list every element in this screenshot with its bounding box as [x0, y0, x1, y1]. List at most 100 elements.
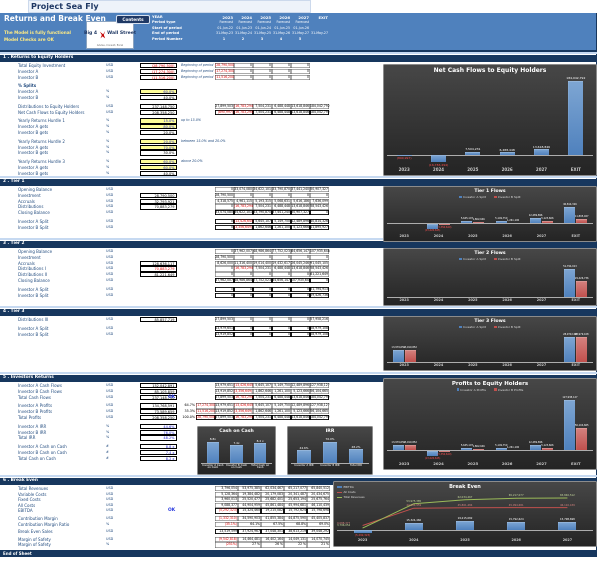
table-cell[interactable]: 37,962,007	[234, 249, 253, 255]
table-cell[interactable]: 14,464,481	[238, 536, 261, 542]
table-cell[interactable]: 13,618,846	[291, 415, 310, 421]
table-cell[interactable]: 7,504,231	[253, 109, 272, 115]
table-cell[interactable]: 0	[234, 74, 253, 80]
table-cell[interactable]: 81,221,649	[310, 272, 329, 278]
table-cell[interactable]: 69.0%	[307, 521, 330, 527]
table-cell[interactable]: 22 %	[284, 542, 307, 548]
value-box[interactable]: 128,636,117	[140, 260, 177, 266]
timeline-cell[interactable]: 31-May-23	[216, 31, 233, 35]
table-cell[interactable]: (3,356,649)	[234, 224, 253, 230]
table-cell[interactable]: 0	[215, 292, 234, 298]
timeline-cell[interactable]: Forecast	[295, 20, 310, 24]
table-cell[interactable]: (13,426,645)	[234, 403, 255, 409]
value-box[interactable]: 152,042,891	[140, 383, 177, 389]
value-box[interactable]: 134,768,591	[140, 403, 177, 409]
table-cell[interactable]: 39,048,292	[307, 529, 330, 535]
table-cell[interactable]: 50,907,327	[291, 210, 310, 216]
table-cell[interactable]: 7,504,231	[253, 415, 272, 421]
timeline-cell[interactable]: 31-May-27	[292, 31, 309, 35]
table-cell[interactable]: 14,049,131	[284, 536, 307, 542]
table-cell[interactable]: 45,861,484	[261, 502, 284, 508]
table-cell[interactable]: 0	[215, 219, 234, 225]
table-cell[interactable]: 37,441,240	[291, 187, 310, 193]
table-cell[interactable]: 1,862,646	[253, 409, 272, 415]
table-cell[interactable]: 0	[272, 317, 291, 323]
table-cell[interactable]: 37,962,007	[215, 278, 234, 284]
table-cell[interactable]: 58,543,426	[310, 204, 329, 210]
table-cell[interactable]: 51,794,913	[310, 286, 329, 292]
table-cell[interactable]: 19,384,482	[238, 491, 261, 497]
table-cell[interactable]: 13,919,852	[215, 409, 234, 415]
value-box[interactable]: 208,358,250	[140, 109, 177, 115]
table-cell[interactable]: 0	[291, 68, 310, 74]
value-box[interactable]: 81,221,649	[140, 272, 177, 278]
table-cell[interactable]: 184,042,792	[310, 415, 330, 421]
timeline-cell[interactable]: 3	[260, 36, 264, 41]
table-cell[interactable]: (11,516,200)	[215, 74, 236, 80]
timeline-cell[interactable]: EXIT	[318, 14, 328, 20]
table-cell[interactable]: 8,626,000	[215, 260, 234, 266]
table-cell[interactable]: (16,783,294)	[234, 204, 255, 210]
timeline-cell[interactable]: Forecast	[238, 20, 253, 24]
table-cell[interactable]: 28,979,108	[310, 331, 329, 337]
value-box[interactable]: 40.0%	[140, 170, 177, 176]
table-cell[interactable]: 13,618,846	[291, 266, 310, 272]
table-cell[interactable]: 5,193,315	[253, 198, 272, 204]
table-cell[interactable]: 5,123,666	[291, 409, 310, 415]
table-cell[interactable]: (9,542,818)	[215, 536, 238, 542]
timeline-cell[interactable]: 01-Jun-25	[274, 25, 290, 30]
table-cell[interactable]: 27,899,503	[215, 317, 234, 323]
table-cell[interactable]: 13,919,852	[215, 331, 234, 337]
table-cell[interactable]: 44,875,590	[284, 516, 307, 522]
table-cell[interactable]: 64.1%	[238, 521, 261, 527]
table-cell[interactable]: 0	[272, 292, 291, 298]
table-cell[interactable]: 0	[291, 192, 310, 198]
timeline-cell[interactable]: 31-May-25	[254, 31, 271, 35]
table-cell[interactable]: 184,042,792	[310, 394, 330, 400]
table-cell[interactable]: 68.8%	[284, 521, 307, 527]
value-box[interactable]: 48.2%	[140, 435, 177, 441]
timeline-cell[interactable]: 2027	[298, 14, 309, 20]
table-cell[interactable]: 0	[215, 266, 234, 272]
table-cell[interactable]: 13,618,846	[291, 109, 310, 115]
table-cell[interactable]: 45,405,837	[307, 516, 330, 522]
table-cell[interactable]: 44,904,959	[238, 502, 261, 508]
value-box[interactable]: 80.0%	[140, 124, 177, 130]
table-cell[interactable]: 12,489,896	[291, 403, 310, 409]
table-cell[interactable]: 7,504,231	[253, 394, 272, 400]
table-cell[interactable]: 5,645,107	[253, 383, 272, 389]
table-cell[interactable]: 13,979,651	[215, 403, 234, 409]
table-cell[interactable]: 7,504,231	[253, 103, 272, 109]
table-cell[interactable]: 0	[253, 254, 272, 260]
table-cell[interactable]: 0	[253, 325, 272, 331]
table-cell[interactable]: 0	[291, 286, 310, 292]
table-cell[interactable]: 21 %	[307, 542, 330, 548]
table-cell[interactable]: 0	[291, 325, 310, 331]
table-cell[interactable]: 127,938,127	[310, 383, 330, 389]
value-box[interactable]: 237,148,750	[140, 394, 177, 400]
value-box[interactable]: (28,790,500)	[140, 63, 177, 69]
value-box[interactable]: 76.0%	[140, 429, 177, 435]
table-cell[interactable]: 16,402,164	[261, 536, 284, 542]
table-cell[interactable]: 11,316,400	[234, 260, 253, 266]
value-box[interactable]: 28,790,500	[140, 192, 177, 198]
table-cell[interactable]: 0	[234, 286, 253, 292]
table-cell[interactable]: 15,798,698	[307, 508, 330, 514]
value-box[interactable]: 8.8 x	[140, 444, 177, 450]
table-cell[interactable]: 0	[215, 187, 234, 193]
table-cell[interactable]: 46,110,439	[307, 502, 330, 508]
table-cell[interactable]: 0	[272, 286, 291, 292]
value-box[interactable]: 60.0%	[140, 89, 177, 95]
table-cell[interactable]: 107,935,648	[291, 278, 311, 284]
value-box[interactable]: 70,883,279	[140, 204, 177, 210]
table-cell[interactable]: 34,622,101	[234, 210, 253, 216]
table-cell[interactable]: (16,783,294)	[234, 394, 255, 400]
table-cell[interactable]: 6,488,448	[272, 204, 291, 210]
table-cell[interactable]: 84,656,147	[272, 278, 291, 284]
table-cell[interactable]: 1,862,646	[253, 224, 272, 230]
table-cell[interactable]: 0	[291, 74, 310, 80]
table-cell[interactable]: 4,318,575	[215, 198, 234, 204]
table-cell[interactable]: (17,274,300)	[215, 68, 236, 74]
table-cell[interactable]: 0	[215, 249, 234, 255]
table-cell[interactable]: 57,958,216	[310, 317, 329, 323]
